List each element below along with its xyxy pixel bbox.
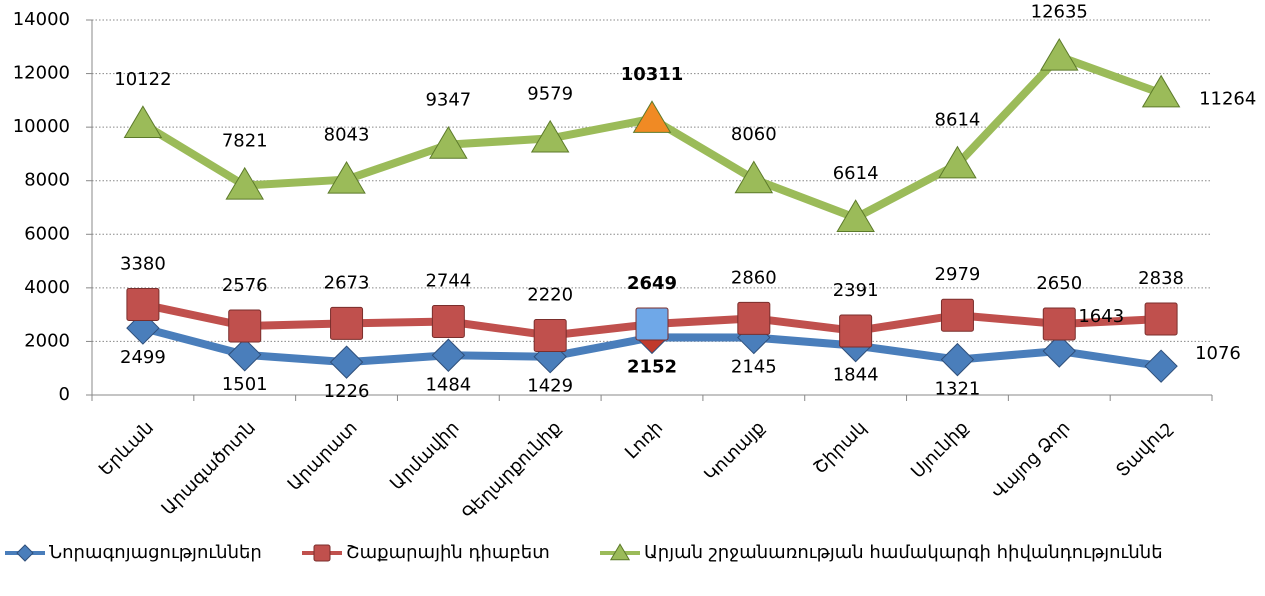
data-label: 2576 xyxy=(222,275,268,296)
x-tick-label: Լոռի xyxy=(621,417,667,463)
data-label: 2391 xyxy=(833,280,879,301)
data-label: 8614 xyxy=(935,109,981,130)
data-label: 1501 xyxy=(222,374,268,395)
data-label: 1844 xyxy=(833,365,879,386)
data-label: 10311 xyxy=(621,64,684,85)
marker-square xyxy=(839,314,873,348)
data-label: 1321 xyxy=(935,379,981,400)
data-label: 9347 xyxy=(425,90,471,111)
data-label: 2979 xyxy=(935,264,981,285)
x-tick-label: Արմավիր xyxy=(386,417,463,494)
marker-triangle xyxy=(1141,74,1181,108)
y-tick-label: 14000 xyxy=(13,9,70,30)
marker-triangle xyxy=(938,145,977,179)
data-label: 2145 xyxy=(731,357,777,378)
data-label: 1076 xyxy=(1195,343,1241,364)
marker-square xyxy=(1042,307,1076,341)
data-label: 3380 xyxy=(120,253,166,274)
legend-label: Նորագոյացություններ xyxy=(49,542,262,563)
data-label: 2744 xyxy=(425,271,471,292)
marker-diamond xyxy=(940,342,975,377)
data-label: 2649 xyxy=(627,273,677,294)
marker-triangle xyxy=(530,119,570,153)
marker-square xyxy=(228,309,262,343)
data-label: 2152 xyxy=(627,356,677,377)
y-tick-label: 4000 xyxy=(24,277,70,298)
marker-triangle xyxy=(836,199,875,232)
marker-diamond xyxy=(329,345,364,379)
marker-square xyxy=(737,301,771,335)
data-label: 1226 xyxy=(324,381,370,402)
data-label: 9579 xyxy=(527,83,573,104)
marker-diamond xyxy=(228,338,262,372)
x-tick-label: Տավուշ xyxy=(1112,417,1176,481)
x-tick-label: Գեղարքունիք xyxy=(458,417,565,524)
x-tick-label: Արագածոտն xyxy=(158,417,260,519)
marker-square xyxy=(635,307,669,341)
marker-square xyxy=(533,319,567,353)
y-tick-label: 6000 xyxy=(24,223,70,244)
data-label: 10122 xyxy=(114,69,171,90)
y-tick-label: 10000 xyxy=(13,116,70,137)
data-label: 12635 xyxy=(1031,2,1088,23)
x-tick-label: Շիրակ xyxy=(810,417,871,478)
marker-triangle xyxy=(734,160,774,194)
x-tick-label: Վայոց Ձոր xyxy=(988,417,1074,503)
marker-triangle xyxy=(327,160,366,194)
data-label: 2860 xyxy=(731,267,777,288)
legend-label: Արյան շրջանառության համակարգի հիվանդությ… xyxy=(644,542,1163,563)
data-label: 2650 xyxy=(1036,273,1082,294)
data-label: 6614 xyxy=(833,163,879,184)
marker-square xyxy=(126,287,160,321)
data-label: 8060 xyxy=(731,124,777,145)
marker-square xyxy=(1144,302,1178,336)
marker-diamond xyxy=(431,338,466,372)
data-label: 2499 xyxy=(120,347,166,368)
marker-diamond xyxy=(16,544,34,562)
y-tick-label: 2000 xyxy=(24,330,70,351)
marker-square xyxy=(431,305,465,338)
x-tick-label: Սյունիք xyxy=(907,417,972,482)
marker-square xyxy=(940,298,974,332)
marker-triangle xyxy=(1039,37,1079,71)
marker-triangle xyxy=(429,126,468,159)
marker-triangle xyxy=(609,543,631,561)
marker-triangle xyxy=(123,105,163,138)
x-tick-label: Երևան xyxy=(95,417,158,480)
data-label: 2220 xyxy=(527,285,573,306)
data-label: 1429 xyxy=(527,376,573,397)
x-tick-label: Արարատ xyxy=(284,417,362,495)
legend-label: Շաքարային դիաբետ xyxy=(346,542,550,563)
marker-diamond xyxy=(1144,349,1178,383)
data-label: 11264 xyxy=(1199,88,1256,109)
marker-diamond xyxy=(1042,334,1076,368)
data-label: 7821 xyxy=(222,131,268,152)
data-label: 1643 xyxy=(1078,306,1124,327)
marker-square xyxy=(313,544,331,562)
marker-triangle xyxy=(632,100,672,133)
y-tick-label: 0 xyxy=(59,384,70,405)
marker-square xyxy=(330,306,364,340)
marker-triangle xyxy=(225,166,265,200)
y-tick-label: 8000 xyxy=(24,170,70,191)
x-tick-label: Կոտայք xyxy=(700,417,769,486)
data-label: 2673 xyxy=(324,272,370,293)
data-label: 8043 xyxy=(324,125,370,146)
y-tick-label: 12000 xyxy=(13,63,70,84)
data-label: 1484 xyxy=(425,374,471,395)
data-label: 2838 xyxy=(1138,268,1184,289)
